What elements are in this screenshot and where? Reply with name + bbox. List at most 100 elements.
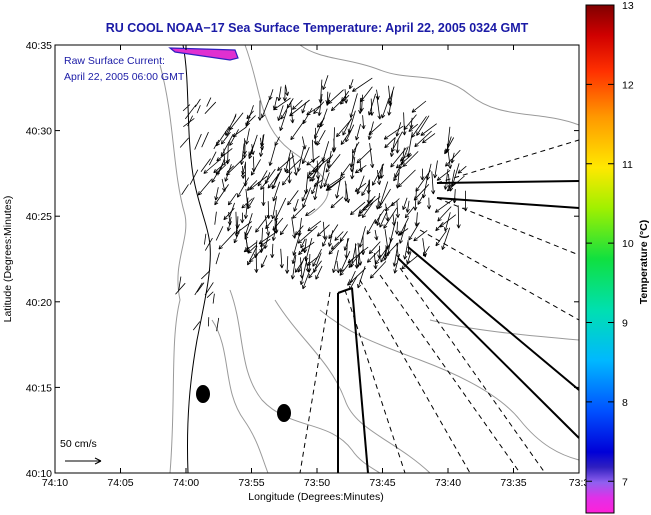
colorbar (585, 4, 615, 514)
current-vector (291, 252, 296, 265)
current-vector (291, 152, 298, 176)
colorbar-tick-label: 11 (622, 159, 633, 171)
x-axis: 74:10 74:05 74:00 73:55 73:50 73:45 73:40 73:35… (42, 45, 590, 489)
current-vector (194, 98, 201, 108)
current-vector (243, 197, 249, 219)
current-vector (204, 237, 213, 251)
current-vector (225, 157, 245, 176)
x-tick-label: 73:3 (569, 477, 590, 489)
current-vector (413, 230, 428, 242)
current-vector (339, 258, 354, 276)
current-vector (270, 243, 275, 258)
current-vector (366, 180, 371, 194)
current-vector (343, 183, 349, 202)
range-line (436, 180, 580, 184)
current-vector (446, 175, 465, 192)
y-tick-label: 40:20 (26, 297, 52, 309)
current-vector (248, 134, 258, 159)
current-vector (182, 104, 191, 112)
current-vector (444, 212, 451, 232)
current-vector (383, 207, 398, 229)
current-vector (323, 172, 330, 188)
current-vector (229, 129, 239, 146)
current-vector (376, 96, 382, 120)
current-vector (379, 212, 387, 228)
current-vector (240, 212, 245, 224)
current-vector (184, 104, 197, 120)
current-vector (341, 90, 350, 102)
current-vector (397, 228, 409, 236)
current-vector (224, 164, 232, 182)
current-vector (326, 150, 332, 169)
current-vector (214, 184, 229, 206)
current-vector (406, 240, 411, 255)
y-tick-label: 40:25 (26, 211, 52, 223)
current-vector (331, 127, 336, 153)
range-line (436, 197, 580, 256)
current-vector (212, 293, 215, 304)
current-vector (304, 172, 309, 195)
current-vector (239, 143, 245, 165)
current-vector (302, 187, 311, 208)
current-vector (391, 213, 396, 226)
current-vector (376, 213, 381, 226)
current-vector (242, 144, 247, 159)
current-vector (451, 163, 460, 187)
current-vector (349, 93, 358, 118)
current-vector (426, 197, 432, 210)
plot-area (55, 45, 579, 473)
map-layer (159, 44, 580, 474)
depth-contour (211, 319, 269, 474)
current-vector (279, 224, 288, 236)
current-vector (257, 100, 262, 121)
current-vector (287, 157, 292, 184)
station-dot (277, 404, 291, 422)
current-vector (414, 212, 419, 227)
current-vector (330, 196, 344, 209)
current-vector (349, 275, 358, 291)
current-vector (316, 224, 330, 237)
scale-arrow (65, 457, 102, 465)
current-vector (289, 99, 310, 117)
scale-label: 50 cm/s (60, 438, 97, 450)
colorbar-tick-label: 7 (622, 476, 628, 488)
current-vector (394, 168, 400, 178)
colorbar-tick-label: 10 (622, 238, 634, 250)
current-vector (383, 125, 404, 140)
current-vector (378, 188, 391, 209)
current-vector (389, 137, 396, 157)
current-vector (227, 165, 234, 173)
current-vector (348, 79, 354, 90)
range-line (299, 291, 331, 474)
current-vector (322, 75, 329, 90)
current-vector (265, 219, 273, 230)
current-vector (393, 255, 400, 274)
current-vector (420, 168, 425, 181)
current-vector (366, 249, 381, 263)
range-line (399, 267, 546, 474)
colorbar-tick-label: 13 (622, 0, 634, 12)
current-vector (277, 105, 284, 121)
current-vector (260, 255, 268, 268)
current-vector (286, 98, 294, 109)
current-vector (196, 282, 205, 293)
current-vector (216, 317, 220, 332)
current-vector (356, 175, 365, 195)
range-line (407, 246, 580, 391)
current-vector (301, 101, 307, 114)
x-tick-label: 73:40 (435, 477, 461, 489)
current-vector (215, 164, 227, 175)
current-vector (416, 115, 430, 136)
current-vector (361, 201, 374, 219)
current-vector (297, 225, 318, 244)
current-vector (279, 110, 288, 131)
current-vector (358, 158, 363, 173)
current-vector (220, 158, 225, 169)
depth-contour (229, 289, 381, 474)
current-vector (292, 99, 303, 110)
current-vector (223, 148, 226, 166)
current-vector (201, 131, 209, 148)
current-vector (452, 189, 457, 204)
current-vector (292, 230, 301, 256)
depth-contour (244, 44, 329, 216)
